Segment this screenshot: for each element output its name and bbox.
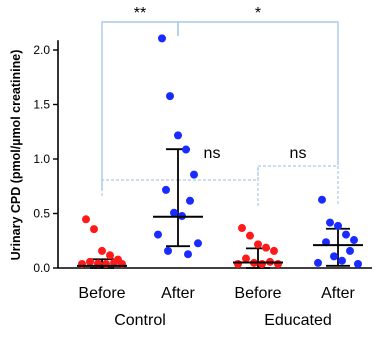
category-label: After [321, 285, 355, 302]
data-point [254, 240, 262, 249]
data-point [346, 246, 354, 255]
data-point [274, 260, 282, 268]
data-point [174, 131, 182, 140]
category-label: Before [234, 285, 281, 302]
data-point [162, 185, 170, 194]
data-point [186, 196, 194, 205]
y-tick-label: 2.0 [33, 43, 50, 57]
significance-label: ns [290, 145, 307, 162]
data-point [190, 170, 198, 179]
significance-bracket [177, 21, 339, 165]
data-point [194, 239, 202, 248]
data-point [342, 230, 350, 239]
significance-bracket [101, 21, 179, 190]
data-point [246, 231, 254, 240]
data-point [86, 257, 94, 266]
data-point [270, 246, 278, 255]
data-point [164, 246, 172, 255]
data-point [338, 256, 346, 265]
significance-label: * [255, 5, 261, 22]
data-point [354, 260, 362, 268]
group-label: Educated [264, 312, 332, 329]
y-axis-label: Urinary CPD (pmol/µmol creatinine) [9, 50, 23, 261]
data-point [90, 225, 98, 234]
significance-label: ** [134, 5, 146, 22]
significance-label: ns [204, 145, 221, 162]
y-tick-label: 1.0 [33, 152, 50, 166]
group-label: Control [114, 312, 166, 329]
data-point [234, 260, 242, 268]
y-tick-label: 0.5 [33, 207, 50, 221]
data-point [318, 195, 326, 204]
y-tick-label: 0.0 [33, 261, 50, 275]
data-point [242, 254, 250, 263]
data-point [158, 34, 166, 43]
data-point [184, 250, 192, 259]
data-point [170, 208, 178, 217]
data-point [262, 243, 270, 252]
category-label: Before [78, 285, 125, 302]
data-point [314, 258, 322, 267]
data-point [350, 236, 358, 245]
data-point [334, 221, 342, 230]
data-point [82, 215, 90, 224]
significance-bracket-dashed [257, 165, 339, 206]
data-point [98, 246, 106, 255]
data-point [238, 224, 246, 233]
data-point [326, 218, 334, 227]
y-tick-label: 1.5 [33, 98, 50, 112]
data-point [182, 145, 190, 154]
data-point [166, 92, 174, 101]
category-label: After [161, 285, 195, 302]
data-point [330, 252, 338, 261]
data-point [258, 260, 266, 268]
significance-bracket-dashed [178, 166, 259, 181]
data-point [106, 251, 114, 260]
data-point [154, 230, 162, 239]
significance-bracket-dashed [101, 176, 179, 196]
